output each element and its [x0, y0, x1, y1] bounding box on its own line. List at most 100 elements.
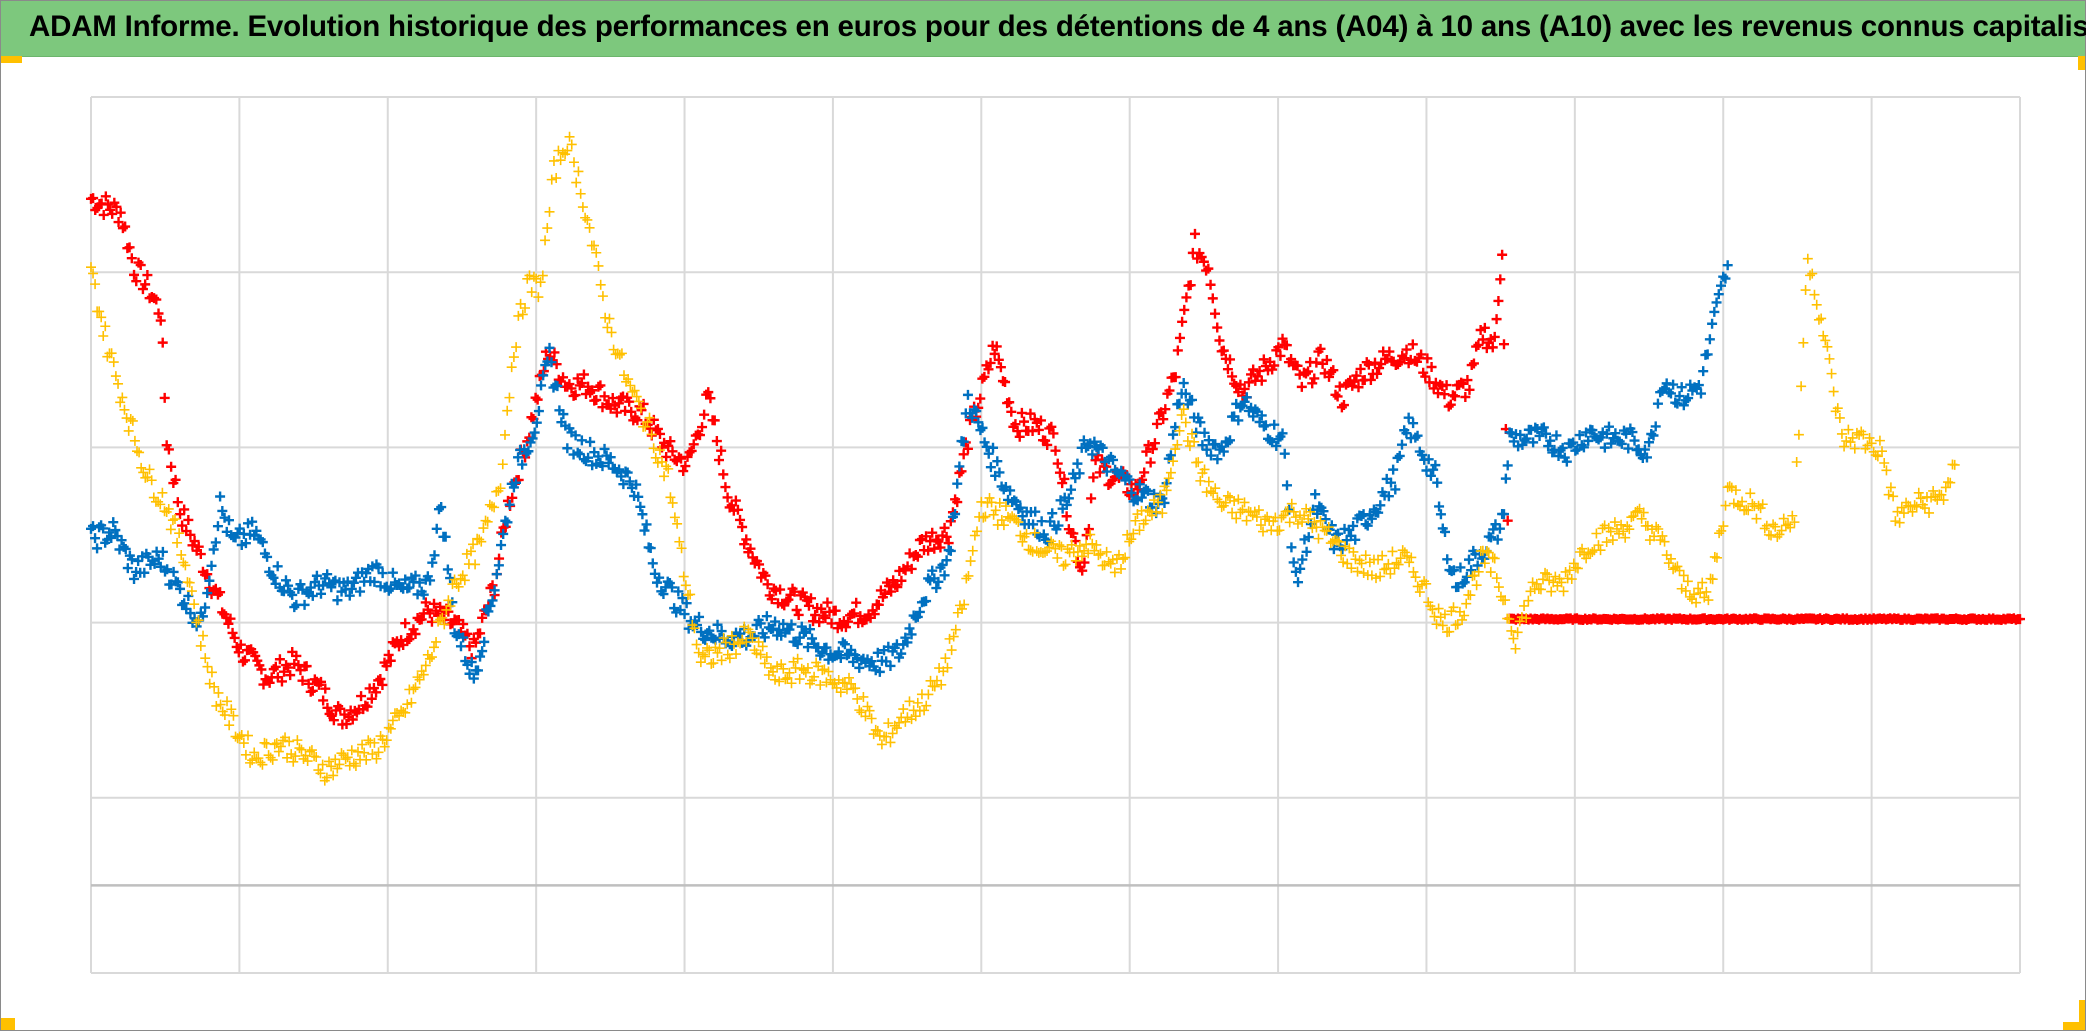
data-point-yellow	[383, 722, 394, 733]
data-point-red	[1160, 404, 1171, 415]
data-point-yellow	[1118, 554, 1129, 565]
data-point-yellow	[577, 202, 588, 213]
data-point-blue	[1277, 428, 1288, 439]
data-point-blue	[988, 442, 999, 453]
data-point-blue	[98, 523, 109, 534]
data-point-red	[1372, 368, 1383, 379]
data-point-red	[301, 661, 312, 672]
data-point-blue	[1390, 484, 1401, 495]
data-point-red	[697, 422, 708, 433]
data-point-yellow	[439, 619, 450, 630]
data-point-blue	[770, 616, 781, 627]
data-point-yellow	[1421, 578, 1432, 589]
data-point-blue	[429, 550, 440, 561]
data-point-red	[956, 466, 967, 477]
data-point-red	[1292, 360, 1303, 371]
corner-accent-top-right	[2078, 56, 2085, 70]
data-point-blue	[677, 593, 688, 604]
data-point-blue	[1553, 450, 1564, 461]
data-point-red	[179, 504, 190, 515]
data-point-yellow	[537, 270, 548, 281]
data-point-yellow	[540, 235, 551, 246]
data-point-yellow	[1540, 567, 1551, 578]
data-point-yellow	[659, 471, 670, 482]
data-point-blue	[1216, 441, 1227, 452]
data-point-yellow	[125, 413, 136, 424]
data-point-yellow	[784, 667, 795, 678]
data-point-blue	[287, 589, 298, 600]
data-point-yellow	[1651, 521, 1662, 532]
data-point-red	[362, 701, 373, 712]
data-point-yellow	[410, 682, 421, 693]
data-point-blue	[900, 632, 911, 643]
data-point-red	[1273, 342, 1284, 353]
data-point-red	[1353, 382, 1364, 393]
data-point-blue	[538, 370, 549, 381]
data-point-yellow	[1471, 580, 1482, 591]
data-point-yellow	[1714, 528, 1725, 539]
data-point-red	[428, 598, 439, 609]
data-point-blue	[1440, 526, 1451, 537]
data-point-yellow	[1678, 570, 1689, 581]
data-point-blue	[846, 644, 857, 655]
data-point-red	[933, 536, 944, 547]
data-point-blue	[436, 502, 447, 513]
data-point-yellow	[1172, 439, 1183, 450]
data-point-yellow	[414, 674, 425, 685]
data-point-yellow	[741, 637, 752, 648]
data-point-red	[1468, 358, 1479, 369]
data-point-yellow	[1116, 563, 1127, 574]
data-point-yellow	[148, 492, 159, 503]
data-point-red	[754, 559, 765, 570]
data-point-yellow	[862, 701, 873, 712]
data-point-yellow	[1216, 502, 1227, 513]
data-point-yellow	[1665, 553, 1676, 564]
data-point-yellow	[731, 649, 742, 660]
data-point-blue	[624, 476, 635, 487]
data-point-red	[1315, 343, 1326, 354]
data-point-yellow	[406, 697, 417, 708]
data-point-red	[2015, 614, 2025, 625]
data-point-blue	[679, 609, 690, 620]
data-point-blue	[667, 582, 678, 593]
data-point-blue	[1028, 519, 1039, 530]
data-point-red	[88, 193, 99, 204]
data-point-blue	[472, 665, 483, 676]
data-point-red	[896, 575, 907, 586]
data-point-yellow	[957, 603, 968, 614]
data-point-yellow	[1802, 253, 1813, 264]
data-point-yellow	[1461, 598, 1472, 609]
data-point-blue	[1425, 470, 1436, 481]
data-point-red	[977, 373, 988, 384]
data-point-red	[285, 670, 296, 681]
data-point-red	[377, 679, 388, 690]
data-point-yellow	[1083, 548, 1094, 559]
data-point-yellow	[1054, 540, 1065, 551]
data-point-yellow	[1724, 481, 1735, 492]
data-point-red	[335, 703, 346, 714]
data-point-yellow	[706, 658, 717, 669]
data-point-yellow	[348, 758, 359, 769]
data-point-yellow	[625, 380, 636, 391]
data-point-red	[1044, 423, 1055, 434]
data-point-blue	[295, 579, 306, 590]
data-point-yellow	[528, 271, 539, 282]
data-point-yellow	[1605, 526, 1616, 537]
data-point-red	[830, 605, 841, 616]
data-point-red	[652, 423, 663, 434]
data-point-yellow	[1772, 531, 1783, 542]
data-point-yellow	[1178, 404, 1189, 415]
data-point-blue	[1650, 421, 1661, 432]
data-point-yellow	[1657, 530, 1668, 541]
data-point-blue	[975, 425, 986, 436]
data-point-red	[532, 394, 543, 405]
data-point-blue	[958, 436, 969, 447]
data-point-red	[475, 628, 486, 639]
data-point-yellow	[872, 725, 883, 736]
data-point-yellow	[724, 653, 735, 664]
data-point-yellow	[459, 575, 470, 586]
data-point-blue	[927, 565, 938, 576]
data-point-red	[1338, 400, 1349, 411]
data-point-blue	[874, 666, 885, 677]
data-point-yellow	[921, 700, 932, 711]
